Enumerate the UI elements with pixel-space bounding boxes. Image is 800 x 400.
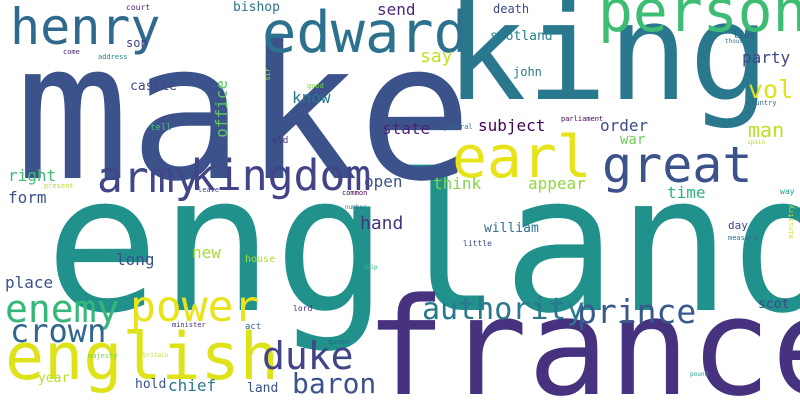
word-castle: castle — [130, 79, 177, 94]
word-new: new — [192, 243, 221, 262]
word-spain: spain — [747, 139, 766, 146]
word-address: address — [98, 53, 128, 61]
word-think: think — [433, 174, 482, 193]
word-day: day — [728, 219, 748, 232]
word-henry: henry — [10, 0, 161, 56]
word-king: king — [445, 0, 771, 131]
word-duke: duke — [262, 334, 354, 378]
word-place: place — [5, 273, 54, 292]
word-william: william — [484, 221, 539, 236]
word-common: common — [342, 189, 368, 197]
word-say: say — [420, 46, 453, 67]
word-britain: britain — [143, 352, 169, 359]
word-england: england — [45, 134, 800, 355]
word-authority: authority — [422, 292, 585, 327]
word-number: number — [345, 204, 367, 211]
word-general: general — [443, 123, 473, 131]
word-enemy: enemy — [5, 287, 120, 331]
word-son: son — [126, 36, 148, 50]
word-sir: sir — [264, 68, 272, 81]
word-measure: measure — [728, 234, 758, 242]
word-ship: ship — [363, 264, 378, 271]
word-hand: hand — [360, 213, 404, 234]
word-edward: edward — [262, 0, 468, 66]
word-vol: vol — [748, 75, 794, 104]
word-state: state — [382, 119, 431, 138]
word-earl: earl — [452, 123, 592, 191]
word-old: old — [272, 136, 289, 146]
word-great: great — [602, 136, 753, 194]
word-queen: queen — [328, 338, 350, 346]
word-minister: minister — [172, 321, 206, 329]
word-land: land — [247, 381, 279, 396]
word-scot: scot — [758, 297, 790, 312]
word-time: time — [667, 183, 706, 202]
word-ministry: ministry — [787, 205, 795, 239]
word-act: act — [245, 322, 262, 332]
word-party: party — [742, 48, 791, 67]
word-country: country — [747, 99, 777, 107]
word-subject: subject — [478, 116, 546, 135]
word-good: good — [307, 82, 324, 90]
word-person: person — [598, 0, 800, 45]
word-scotland: scotland — [490, 29, 553, 44]
word-appear: appear — [528, 174, 586, 193]
word-open: open — [364, 172, 403, 191]
word-long: long — [116, 250, 155, 269]
word-order: order — [600, 116, 649, 135]
word-lord: lord — [293, 304, 313, 313]
word-pound: pound — [690, 371, 709, 378]
word-way: way — [780, 187, 795, 196]
word-send: send — [377, 0, 416, 19]
word-know: know — [292, 88, 331, 107]
word-prince: prince — [577, 292, 697, 331]
word-like: like — [733, 31, 755, 41]
word-war: war — [620, 132, 646, 148]
word-bishop: bishop — [233, 0, 280, 15]
word-court: court — [126, 3, 151, 12]
word-man: man — [748, 118, 785, 142]
word-power: power — [130, 282, 260, 332]
word-make: make — [15, 2, 473, 223]
word-year: year — [38, 371, 70, 386]
word-army: army — [97, 153, 201, 203]
word-little: little — [463, 239, 492, 248]
word-thousand: thousand — [725, 38, 754, 45]
word-chief: chief — [168, 376, 217, 395]
word-right: right — [8, 166, 57, 185]
word-john: john — [513, 65, 542, 79]
word-baron: baron — [292, 367, 377, 400]
word-present: present — [44, 182, 74, 190]
word-house: house — [245, 254, 276, 265]
word-parliament: parliament — [561, 115, 604, 123]
word-hold: hold — [135, 377, 167, 392]
word-tell: tell — [150, 123, 172, 133]
word-leave: leave — [198, 186, 220, 194]
word-death: death — [493, 2, 530, 16]
word-kingdom: kingdom — [190, 151, 372, 201]
word-crown: crown — [10, 312, 107, 350]
word-majesty: majesty — [88, 352, 118, 360]
word-form: form — [8, 188, 47, 207]
word-come: come — [63, 48, 80, 56]
word-english: english — [5, 320, 279, 395]
word-office: office — [212, 80, 231, 138]
